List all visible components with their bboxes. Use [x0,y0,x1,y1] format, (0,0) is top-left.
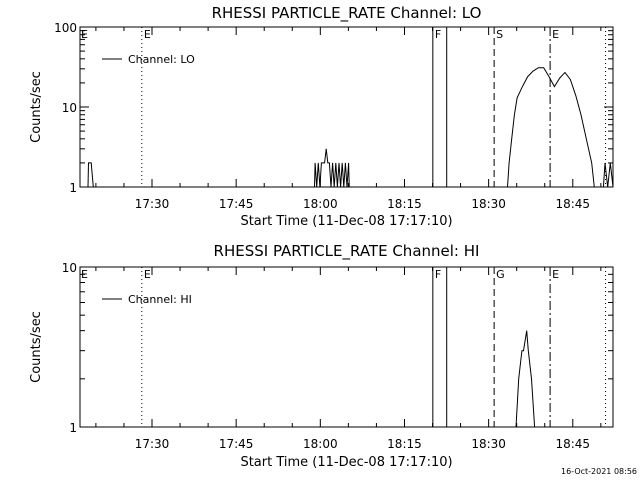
lo-xtick-label-3: 18:15 [387,197,422,211]
lo-start-marker-label: E [81,28,88,41]
hi-xtick-label-0: 17:30 [135,437,170,451]
lo-y-axis-label: Counts/sec [29,71,44,143]
lo-xtick-label-5: 18:45 [555,197,590,211]
lo-marker-label-0: E [144,28,151,41]
hi-x-axis-label: Start Time (11-Dec-08 17:17:10) [240,455,452,470]
hi-xtick-label-4: 18:30 [471,437,506,451]
panel-lo: RHESSI PARTICLE_RATE Channel: LO 17:30 17:… [29,4,614,229]
panel-hi: RHESSI PARTICLE_RATE Channel: HI 17:30 17:… [29,242,614,470]
hi-xtick-label-3: 18:15 [387,437,422,451]
hi-series-line-0 [515,330,536,427]
lo-ytick-label-1: 10 [62,101,77,115]
lo-marker-label-4: E [552,28,559,41]
lo-xtick-label-2: 18:00 [303,197,338,211]
lo-series-line-0 [87,67,613,187]
lo-xtick-label-1: 17:45 [219,197,254,211]
lo-marker-label-1: F [435,28,441,41]
hi-marker-label-3: G [496,268,505,281]
hi-axes-box [79,266,614,428]
hi-ytick-label-0: 1 [69,421,77,435]
footer-timestamp: 16-Oct-2021 08:56 [561,467,637,476]
hi-xtick-label-5: 18:45 [555,437,590,451]
lo-legend-label: Channel: LO [128,53,195,66]
hi-chart-title: RHESSI PARTICLE_RATE Channel: HI [214,242,480,261]
hi-xtick-label-2: 18:00 [303,437,338,451]
lo-marker-label-3: S [496,28,503,41]
lo-xtick-label-4: 18:30 [471,197,506,211]
lo-x-axis-label: Start Time (11-Dec-08 17:17:10) [240,214,452,229]
hi-xtick-label-1: 17:45 [219,437,254,451]
hi-legend-label: Channel: HI [128,293,192,306]
hi-ytick-label-1: 10 [62,261,77,275]
lo-ytick-label-0: 1 [69,181,77,195]
hi-marker-label-0: E [144,268,151,281]
lo-axes-box [79,26,614,188]
hi-y-axis-label: Counts/sec [29,311,44,383]
lo-ytick-label-2: 100 [54,21,77,35]
lo-xtick-label-0: 17:30 [135,197,170,211]
hi-marker-label-4: E [552,268,559,281]
lo-chart-title: RHESSI PARTICLE_RATE Channel: LO [212,4,482,23]
hi-marker-label-1: F [435,268,441,281]
hi-start-marker-label: E [81,268,88,281]
